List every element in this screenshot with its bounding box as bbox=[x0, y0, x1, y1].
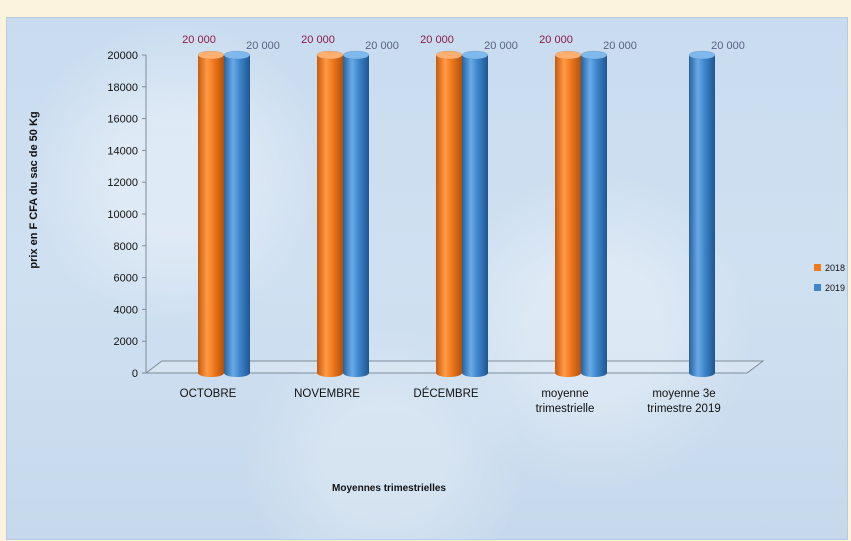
x-category-label: trimestre 2019 bbox=[647, 403, 721, 415]
data-label-2019: 20 000 bbox=[246, 40, 280, 52]
bars-group bbox=[197, 50, 716, 377]
y-tick-label: 8000 bbox=[114, 241, 138, 253]
y-tick-label: 10000 bbox=[107, 209, 138, 221]
bar-2019-1 bbox=[342, 50, 370, 377]
bar-2018-1 bbox=[316, 50, 344, 377]
data-label-2019: 20 000 bbox=[365, 40, 399, 52]
x-axis-categories: OCTOBRE NOVEMBRE DÉCEMBRE moyenne trimestrie… bbox=[180, 387, 721, 415]
legend-label-2019: 2019 bbox=[825, 283, 845, 293]
x-category-label: moyenne bbox=[541, 388, 588, 400]
y-tick-label: 14000 bbox=[107, 145, 138, 157]
bar-2019-0 bbox=[223, 50, 251, 377]
x-category-label: OCTOBRE bbox=[180, 388, 237, 400]
x-category-label: NOVEMBRE bbox=[294, 388, 360, 400]
legend-swatch-2018 bbox=[814, 264, 821, 271]
y-tick-label: 4000 bbox=[114, 304, 138, 316]
x-category-label: moyenne 3e bbox=[652, 388, 715, 400]
data-label-2018: 20 000 bbox=[301, 34, 335, 46]
y-tick-label: 16000 bbox=[107, 114, 138, 126]
legend-swatch-2019 bbox=[814, 284, 821, 291]
y-tick-label: 12000 bbox=[107, 177, 138, 189]
data-label-2019: 20 000 bbox=[484, 40, 518, 52]
bar-2018-3 bbox=[554, 50, 582, 377]
data-label-2018: 20 000 bbox=[539, 34, 573, 46]
legend: 2018 2019 bbox=[814, 263, 845, 293]
bar-2019-2 bbox=[461, 50, 489, 377]
data-label-2019: 20 000 bbox=[603, 40, 637, 52]
y-tick-label: 20000 bbox=[107, 50, 138, 62]
y-tick-label: 0 bbox=[132, 368, 138, 380]
y-axis: 0 2000 4000 6000 8000 10000 12000 14000 16000 180… bbox=[107, 50, 147, 380]
x-axis-title: Moyennes trimestrielles bbox=[332, 483, 446, 494]
bar-2018-0 bbox=[197, 50, 225, 377]
data-label-2018: 20 000 bbox=[182, 34, 216, 46]
data-label-2018: 20 000 bbox=[420, 34, 454, 46]
y-tick-label: 6000 bbox=[114, 273, 138, 285]
y-tick-label: 18000 bbox=[107, 82, 138, 94]
y-tick-label: 2000 bbox=[114, 336, 138, 348]
x-category-label: DÉCEMBRE bbox=[413, 387, 479, 400]
bar-2019-4 bbox=[688, 50, 716, 377]
bar-2019-3 bbox=[580, 50, 608, 377]
x-category-label: trimestrielle bbox=[536, 403, 595, 415]
data-label-2019: 20 000 bbox=[711, 40, 745, 52]
data-labels-group: 20 000 20 000 20 000 20 000 20 000 20 000 20 0… bbox=[182, 34, 745, 52]
bar-2018-2 bbox=[435, 50, 463, 377]
legend-label-2018: 2018 bbox=[825, 263, 845, 273]
y-axis-title: prix en F CFA du sac de 50 Kg bbox=[28, 111, 40, 268]
